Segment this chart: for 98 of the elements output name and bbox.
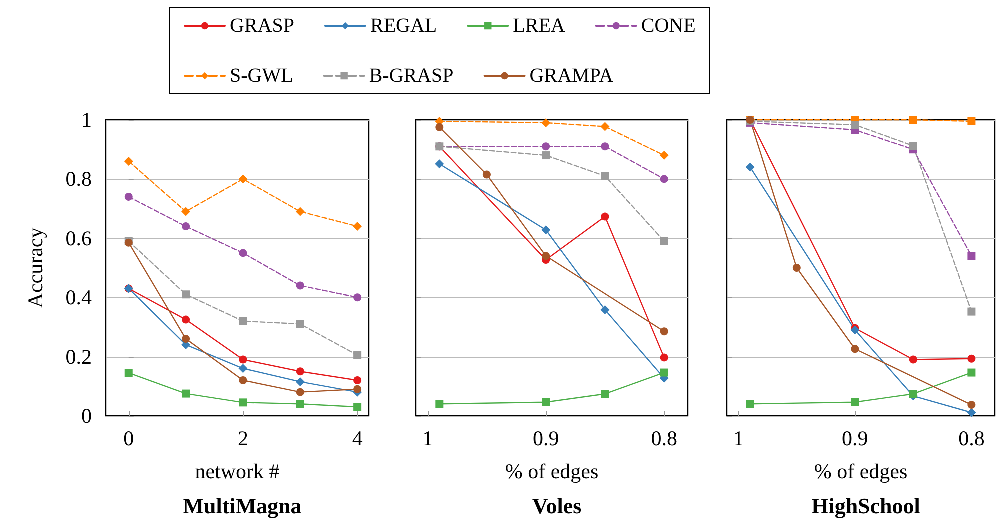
point — [542, 152, 550, 160]
y-tick-label: 0 — [82, 404, 92, 428]
point — [124, 156, 134, 166]
point — [968, 252, 976, 260]
point — [601, 142, 610, 151]
point — [296, 368, 304, 376]
point — [968, 401, 976, 410]
point — [600, 306, 610, 315]
y-tick-label: 0.2 — [66, 344, 92, 369]
point — [660, 237, 668, 246]
point — [124, 369, 133, 378]
point — [239, 376, 248, 384]
point — [182, 222, 190, 231]
point — [296, 207, 305, 216]
point — [601, 390, 610, 398]
point — [968, 308, 976, 316]
point — [542, 118, 551, 128]
point — [182, 207, 191, 216]
point — [851, 121, 860, 130]
legend-label: GRAMPA — [530, 65, 614, 87]
point — [600, 122, 610, 132]
point — [296, 282, 304, 290]
point — [436, 400, 444, 408]
point — [436, 123, 444, 132]
point — [909, 116, 918, 124]
x-axis-title: % of edges — [814, 460, 908, 484]
x-axis-title: network # — [195, 460, 280, 484]
y-axis-title: Accuracy — [24, 227, 48, 308]
y-tick-label: 1 — [82, 108, 92, 132]
legend-label: S-GWL — [230, 65, 294, 87]
point — [660, 328, 668, 336]
point — [968, 354, 976, 363]
point — [660, 151, 669, 160]
point — [601, 172, 610, 180]
x-tick-label: 0.9 — [842, 426, 868, 450]
point — [482, 170, 491, 179]
point — [850, 326, 860, 335]
point — [542, 252, 550, 260]
legend-label: CONE — [641, 15, 696, 37]
point — [238, 364, 248, 374]
point — [660, 175, 668, 184]
point — [296, 320, 304, 328]
point — [354, 351, 362, 360]
legend-label: GRASP — [230, 15, 294, 37]
point — [182, 290, 190, 299]
text: HighSchool — [812, 494, 920, 518]
legend-label: B-GRASP — [369, 65, 454, 87]
point — [354, 403, 362, 412]
x-tick-label: 4 — [352, 426, 364, 450]
point — [238, 174, 248, 184]
point — [239, 249, 248, 258]
text: Voles — [532, 494, 582, 518]
point — [182, 335, 190, 344]
x-tick-label: 0 — [124, 426, 134, 450]
point — [542, 226, 551, 235]
point — [296, 377, 305, 386]
x-tick-label: 1 — [733, 426, 744, 450]
point — [182, 316, 190, 324]
point — [542, 398, 550, 406]
y-tick-label: 0.4 — [66, 286, 92, 310]
point — [851, 345, 860, 354]
point — [660, 354, 668, 362]
point — [967, 408, 976, 418]
point — [354, 294, 362, 302]
point — [353, 222, 362, 232]
x-tick-label: 0.9 — [532, 426, 560, 450]
legend-label: REGAL — [370, 15, 438, 37]
point — [909, 356, 918, 364]
x-tick-label: 0.8 — [651, 426, 678, 450]
point — [792, 264, 801, 272]
point — [354, 376, 362, 384]
y-tick-label: 0.6 — [66, 226, 92, 250]
point — [435, 160, 444, 169]
point — [124, 192, 133, 201]
point — [909, 142, 918, 150]
x-tick-label: 2 — [238, 426, 248, 450]
legend-label: LREA — [513, 15, 566, 37]
point — [239, 317, 248, 326]
point — [968, 117, 976, 126]
point — [296, 388, 304, 396]
point — [239, 356, 248, 364]
point — [968, 368, 976, 377]
point — [746, 400, 754, 408]
x-tick-label: 1 — [422, 426, 434, 450]
point — [182, 390, 190, 398]
y-tick-label: 0.8 — [66, 167, 92, 192]
point — [660, 368, 668, 377]
x-tick-label: 0.8 — [958, 426, 985, 450]
point — [601, 212, 610, 221]
text: MultiMagna — [183, 494, 302, 518]
x-axis-title: % of edges — [505, 460, 599, 484]
point — [354, 385, 362, 394]
point — [239, 398, 248, 407]
point — [296, 400, 304, 408]
point — [909, 390, 918, 398]
point — [746, 162, 755, 172]
point — [851, 398, 860, 406]
point — [542, 142, 550, 151]
